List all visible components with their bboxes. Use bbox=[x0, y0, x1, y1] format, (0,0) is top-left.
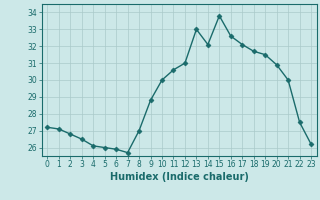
X-axis label: Humidex (Indice chaleur): Humidex (Indice chaleur) bbox=[110, 172, 249, 182]
